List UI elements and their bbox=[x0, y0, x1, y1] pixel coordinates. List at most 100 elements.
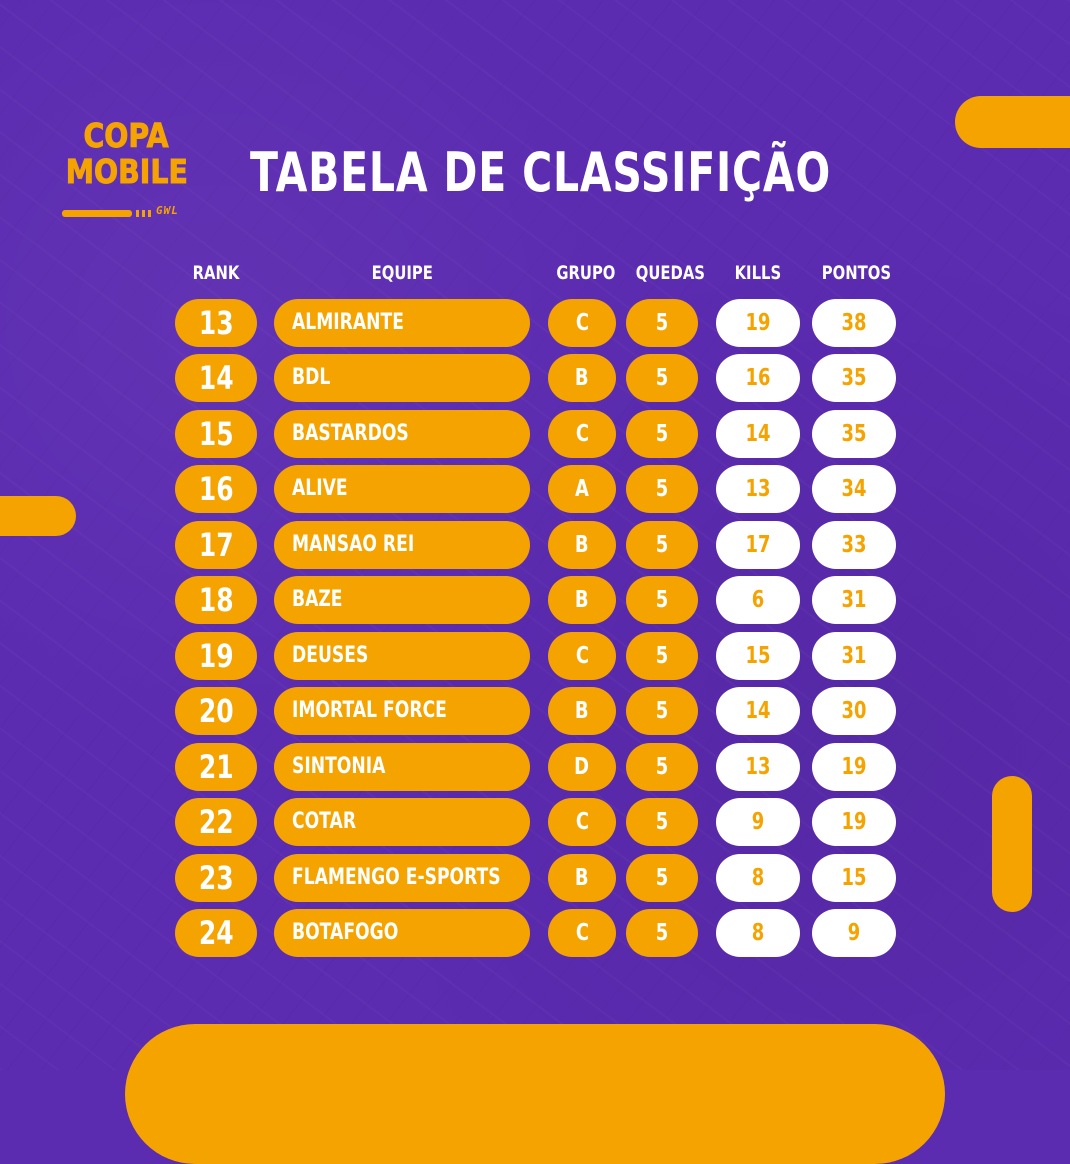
header-team: EQUIPE bbox=[371, 262, 433, 284]
kills-cell: 16 bbox=[716, 354, 800, 402]
rank-cell: 13 bbox=[175, 299, 257, 347]
drops-cell: 5 bbox=[626, 687, 698, 735]
rank-cell: 19 bbox=[175, 632, 257, 680]
drops-cell: 5 bbox=[626, 299, 698, 347]
table-row: 14 BDL B 5 16 35 bbox=[0, 354, 1070, 402]
points-cell: 31 bbox=[812, 576, 896, 624]
drops-cell: 5 bbox=[626, 909, 698, 957]
team-cell: BOTAFOGO bbox=[274, 909, 530, 957]
logo-line-copa: COPA bbox=[83, 116, 169, 155]
decorative-pill-top-right bbox=[955, 96, 1070, 148]
kills-cell: 14 bbox=[716, 410, 800, 458]
header-drops: QUEDAS bbox=[635, 262, 705, 284]
table-row: 16 ALIVE A 5 13 34 bbox=[0, 465, 1070, 513]
header-kills: KILLS bbox=[734, 262, 782, 284]
logo-line-mobile: MOBILE bbox=[65, 152, 188, 191]
points-cell: 15 bbox=[812, 854, 896, 902]
drops-cell: 5 bbox=[626, 576, 698, 624]
group-cell: B bbox=[548, 854, 616, 902]
group-cell: C bbox=[548, 909, 616, 957]
rank-cell: 15 bbox=[175, 410, 257, 458]
group-cell: A bbox=[548, 465, 616, 513]
drops-cell: 5 bbox=[626, 743, 698, 791]
team-cell: BAZE bbox=[274, 576, 530, 624]
copa-mobile-logo: COPA MOBILE GWL bbox=[56, 116, 196, 228]
group-cell: C bbox=[548, 410, 616, 458]
kills-cell: 17 bbox=[716, 521, 800, 569]
table-row: 13 ALMIRANTE C 5 19 38 bbox=[0, 299, 1070, 347]
group-cell: C bbox=[548, 798, 616, 846]
header-points: PONTOS bbox=[821, 262, 892, 284]
drops-cell: 5 bbox=[626, 465, 698, 513]
team-cell: IMORTAL FORCE bbox=[274, 687, 530, 735]
rank-cell: 14 bbox=[175, 354, 257, 402]
group-cell: B bbox=[548, 354, 616, 402]
kills-cell: 13 bbox=[716, 465, 800, 513]
points-cell: 30 bbox=[812, 687, 896, 735]
drops-cell: 5 bbox=[626, 410, 698, 458]
team-cell: BDL bbox=[274, 354, 530, 402]
kills-cell: 15 bbox=[716, 632, 800, 680]
group-cell: C bbox=[548, 299, 616, 347]
team-cell: MANSAO REI bbox=[274, 521, 530, 569]
rank-cell: 22 bbox=[175, 798, 257, 846]
kills-cell: 9 bbox=[716, 798, 800, 846]
decorative-pill-right bbox=[992, 776, 1032, 912]
table-row: 20 IMORTAL FORCE B 5 14 30 bbox=[0, 687, 1070, 735]
team-cell: BASTARDOS bbox=[274, 410, 530, 458]
kills-cell: 19 bbox=[716, 299, 800, 347]
group-cell: B bbox=[548, 521, 616, 569]
header-group: GRUPO bbox=[556, 262, 616, 284]
group-cell: B bbox=[548, 576, 616, 624]
kills-cell: 6 bbox=[716, 576, 800, 624]
kills-cell: 13 bbox=[716, 743, 800, 791]
drops-cell: 5 bbox=[626, 854, 698, 902]
rank-cell: 20 bbox=[175, 687, 257, 735]
drops-cell: 5 bbox=[626, 354, 698, 402]
table-row: 24 BOTAFOGO C 5 8 9 bbox=[0, 909, 1070, 957]
kills-cell: 8 bbox=[716, 854, 800, 902]
points-cell: 38 bbox=[812, 299, 896, 347]
table-row: 19 DEUSES C 5 15 31 bbox=[0, 632, 1070, 680]
group-cell: D bbox=[548, 743, 616, 791]
table-row: 15 BASTARDOS C 5 14 35 bbox=[0, 410, 1070, 458]
drops-cell: 5 bbox=[626, 632, 698, 680]
points-cell: 9 bbox=[812, 909, 896, 957]
logo-sub-gwl: GWL bbox=[156, 204, 179, 217]
points-cell: 35 bbox=[812, 410, 896, 458]
rank-cell: 18 bbox=[175, 576, 257, 624]
drops-cell: 5 bbox=[626, 521, 698, 569]
team-cell: FLAMENGO E-SPORTS bbox=[274, 854, 530, 902]
logo-stripes bbox=[136, 210, 154, 217]
page-title: TABELA DE CLASSIFIÇÃO bbox=[250, 141, 832, 204]
rank-cell: 24 bbox=[175, 909, 257, 957]
rank-cell: 23 bbox=[175, 854, 257, 902]
group-cell: C bbox=[548, 632, 616, 680]
points-cell: 35 bbox=[812, 354, 896, 402]
rank-cell: 16 bbox=[175, 465, 257, 513]
points-cell: 34 bbox=[812, 465, 896, 513]
team-cell: SINTONIA bbox=[274, 743, 530, 791]
points-cell: 19 bbox=[812, 798, 896, 846]
header-rank: RANK bbox=[192, 262, 240, 284]
table-row: 18 BAZE B 5 6 31 bbox=[0, 576, 1070, 624]
team-cell: ALIVE bbox=[274, 465, 530, 513]
table-row: 23 FLAMENGO E-SPORTS B 5 8 15 bbox=[0, 854, 1070, 902]
points-cell: 19 bbox=[812, 743, 896, 791]
team-cell: ALMIRANTE bbox=[274, 299, 530, 347]
decorative-pill-left bbox=[0, 496, 76, 536]
drops-cell: 5 bbox=[626, 798, 698, 846]
logo-bar bbox=[62, 210, 132, 217]
kills-cell: 8 bbox=[716, 909, 800, 957]
rank-cell: 17 bbox=[175, 521, 257, 569]
rank-cell: 21 bbox=[175, 743, 257, 791]
team-cell: COTAR bbox=[274, 798, 530, 846]
table-row: 21 SINTONIA D 5 13 19 bbox=[0, 743, 1070, 791]
kills-cell: 14 bbox=[716, 687, 800, 735]
table-row: 22 COTAR C 5 9 19 bbox=[0, 798, 1070, 846]
points-cell: 33 bbox=[812, 521, 896, 569]
decorative-bar-bottom bbox=[125, 1024, 945, 1164]
group-cell: B bbox=[548, 687, 616, 735]
points-cell: 31 bbox=[812, 632, 896, 680]
team-cell: DEUSES bbox=[274, 632, 530, 680]
